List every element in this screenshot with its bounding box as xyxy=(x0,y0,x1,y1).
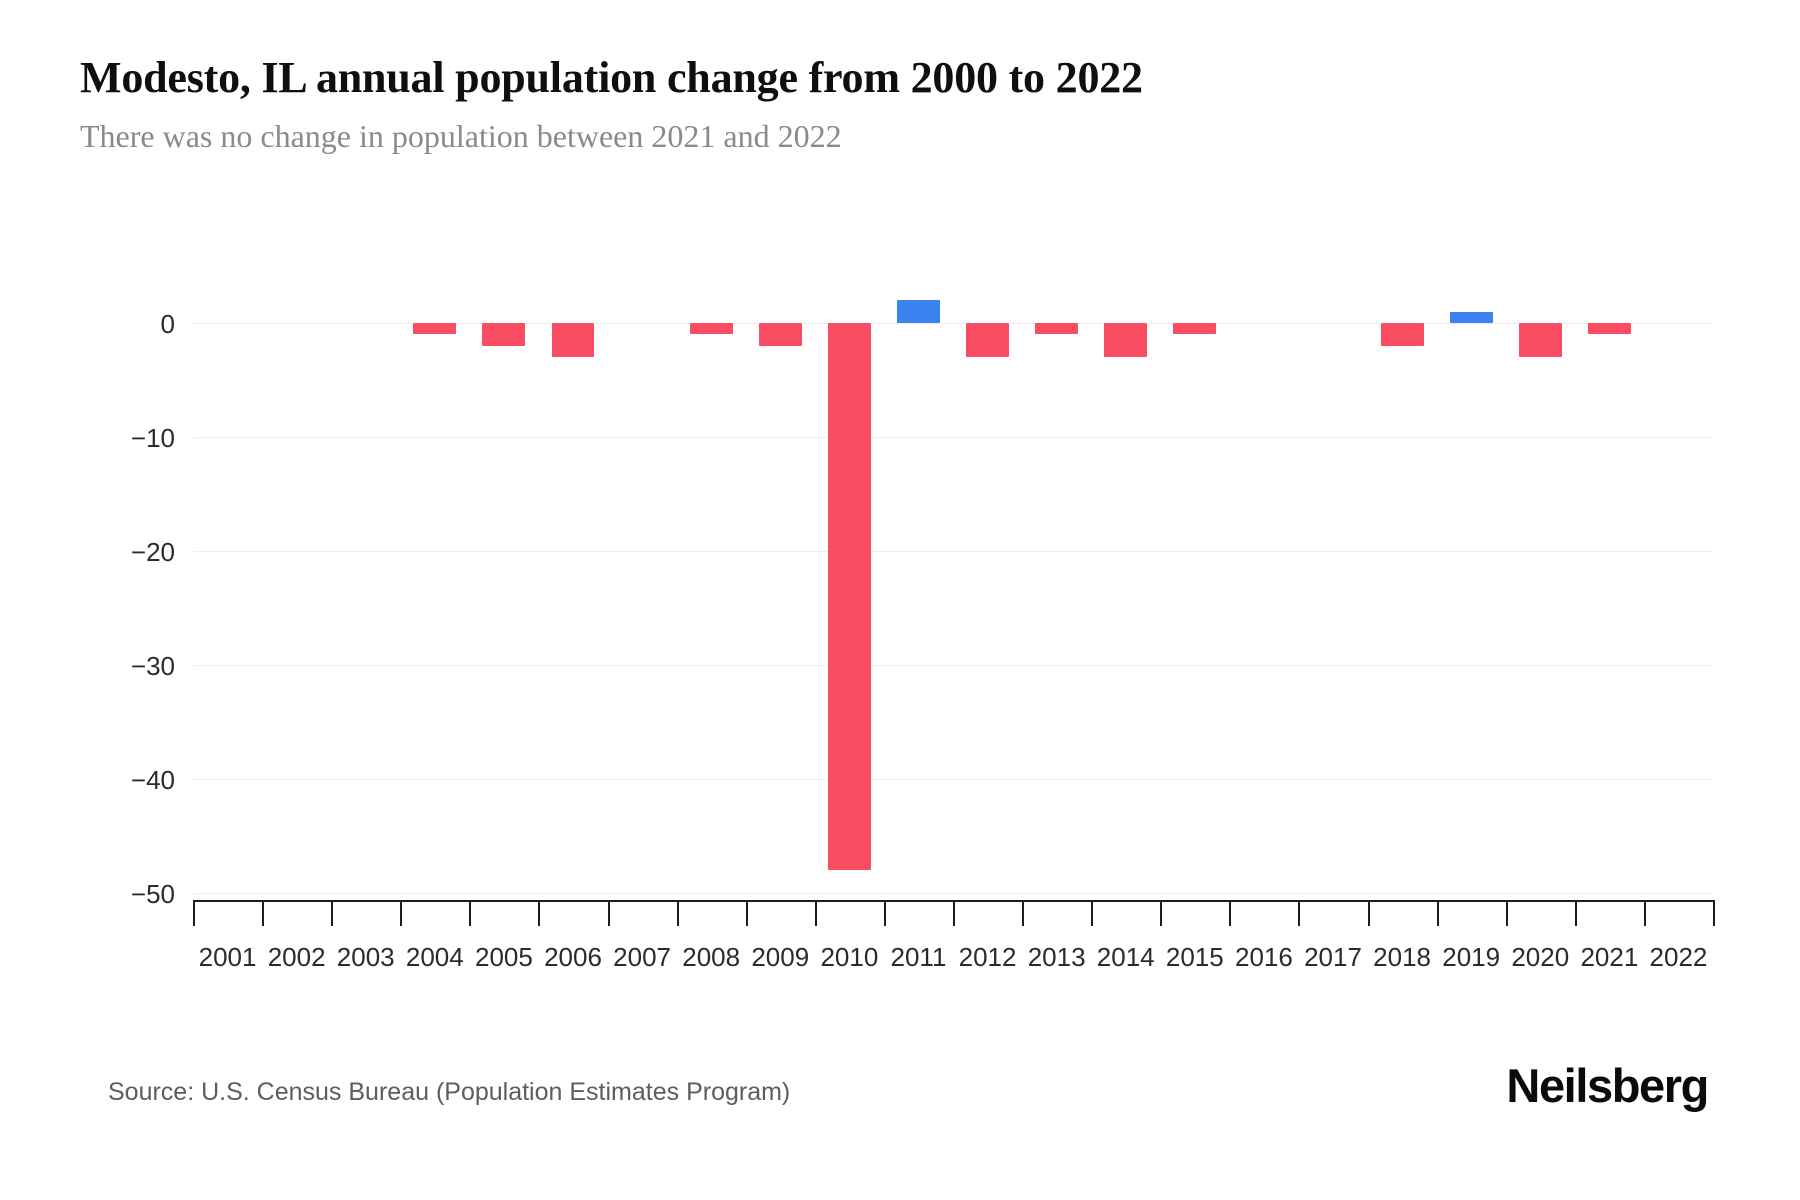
x-axis-label-2004: 2004 xyxy=(405,942,464,972)
x-axis-label-2013: 2013 xyxy=(1027,942,1086,972)
x-axis-tick xyxy=(745,900,748,926)
bar-2015[interactable] xyxy=(1173,323,1217,335)
x-axis-label-2019: 2019 xyxy=(1442,942,1501,972)
x-axis-tick xyxy=(1505,900,1508,926)
bar-2020[interactable] xyxy=(1518,323,1562,358)
x-axis-tick xyxy=(193,900,195,926)
gridline xyxy=(193,779,1713,780)
x-axis-tick xyxy=(1367,900,1370,926)
x-axis-label-2020: 2020 xyxy=(1511,942,1570,972)
bar-2008[interactable] xyxy=(689,323,733,335)
gridline xyxy=(193,437,1713,438)
x-axis-label-2018: 2018 xyxy=(1373,942,1431,972)
bar-2014[interactable] xyxy=(1104,323,1148,358)
x-axis-tick xyxy=(262,900,265,926)
bar-2019[interactable] xyxy=(1449,311,1493,323)
x-axis-label-2022: 2022 xyxy=(1649,942,1708,972)
y-axis-tick-label: −20 xyxy=(130,537,175,567)
gridline xyxy=(193,893,1713,894)
bar-2013[interactable] xyxy=(1035,323,1079,335)
x-axis-label-2016: 2016 xyxy=(1234,942,1293,972)
bar-2012[interactable] xyxy=(966,323,1009,358)
x-axis-tick xyxy=(607,900,610,926)
x-axis-tick xyxy=(538,900,541,926)
x-axis-label-2001: 2001 xyxy=(198,942,257,972)
x-axis-label-2008: 2008 xyxy=(682,942,741,972)
x-axis-label-2009: 2009 xyxy=(751,942,810,972)
x-axis-tick xyxy=(676,900,679,926)
x-axis-label-2017: 2017 xyxy=(1304,942,1362,972)
y-axis-tick-label: −10 xyxy=(130,423,175,453)
x-axis-tick xyxy=(814,900,817,926)
x-axis-tick xyxy=(1091,900,1094,926)
x-axis-label-2007: 2007 xyxy=(613,942,671,972)
gridline xyxy=(193,665,1713,666)
bar-2018[interactable] xyxy=(1380,323,1424,346)
brand-logo: Neilsberg xyxy=(1506,1059,1709,1112)
y-axis-tick-label: −40 xyxy=(130,765,175,795)
x-axis-tick xyxy=(331,900,334,926)
x-axis-label-2006: 2006 xyxy=(544,942,602,972)
bar-2010[interactable] xyxy=(827,323,871,871)
y-axis-tick-label: −50 xyxy=(130,879,175,909)
gridline xyxy=(193,323,1713,324)
source-note: Source: U.S. Census Bureau (Population E… xyxy=(108,1078,791,1106)
x-axis-label-2010: 2010 xyxy=(820,942,879,972)
x-axis-tick xyxy=(469,900,472,926)
bar-2006[interactable] xyxy=(551,323,595,358)
bar-2004[interactable] xyxy=(413,323,457,335)
x-axis-label-2005: 2005 xyxy=(474,942,533,972)
x-axis-tick xyxy=(1713,900,1715,926)
y-axis-tick-label: −30 xyxy=(130,651,175,681)
x-axis-tick xyxy=(400,900,403,926)
x-axis-label-2012: 2012 xyxy=(958,942,1017,972)
gridline xyxy=(193,551,1713,552)
chart-subtitle: There was no change in population betwee… xyxy=(80,118,842,154)
bar-2021[interactable] xyxy=(1587,323,1631,335)
x-axis-tick xyxy=(1436,900,1439,926)
x-axis-label-2003: 2003 xyxy=(336,942,395,972)
x-axis-tick xyxy=(1574,900,1577,926)
x-axis-label-2014: 2014 xyxy=(1096,942,1155,972)
chart-header: Modesto, IL annual population change fro… xyxy=(80,52,1680,156)
x-axis-tick xyxy=(883,900,886,926)
x-axis-label-2015: 2015 xyxy=(1165,942,1224,972)
x-axis-label-2002: 2002 xyxy=(267,942,326,972)
x-axis-tick xyxy=(1643,900,1646,926)
page-title: Modesto, IL annual population change fro… xyxy=(80,53,1143,102)
bar-2009[interactable] xyxy=(758,323,802,346)
x-axis-tick xyxy=(1022,900,1025,926)
x-axis-tick xyxy=(1298,900,1301,926)
x-axis-tick xyxy=(1160,900,1163,926)
y-axis-tick-label: 0 xyxy=(160,309,175,339)
x-axis-label-2021: 2021 xyxy=(1580,942,1639,972)
x-axis-tick xyxy=(1229,900,1232,926)
bar-2011[interactable] xyxy=(897,300,940,323)
bar-2005[interactable] xyxy=(482,323,526,346)
x-axis-label-2011: 2011 xyxy=(890,942,947,972)
x-axis-tick xyxy=(953,900,955,926)
